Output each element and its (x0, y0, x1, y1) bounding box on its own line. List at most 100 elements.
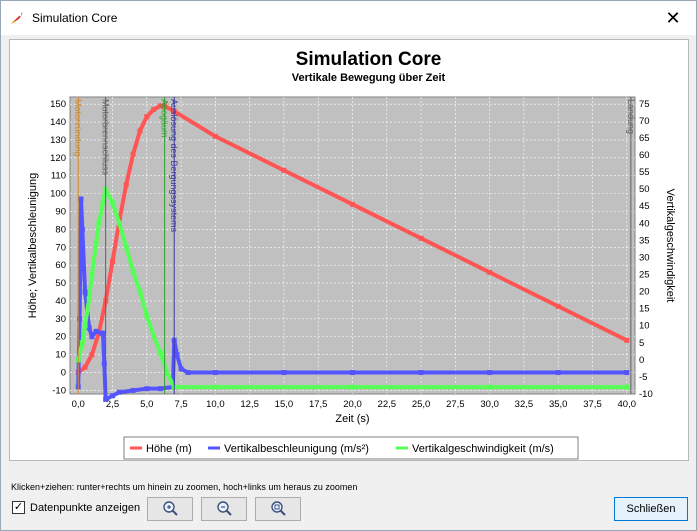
y-left-tick-label: -10 (52, 385, 66, 396)
y-right-tick-label: 65 (639, 133, 650, 144)
data-point (418, 235, 424, 241)
rocket-icon (11, 12, 23, 24)
data-point (158, 386, 164, 392)
y-left-tick-label: 20 (55, 332, 66, 343)
y-right-tick-label: 35 (639, 235, 650, 246)
data-point (350, 370, 355, 376)
data-point (100, 200, 106, 206)
data-point (89, 272, 95, 278)
y-right-tick-label: 20 (639, 287, 650, 298)
data-point (116, 220, 122, 226)
y-left-tick-label: 40 (55, 296, 66, 307)
y-right-tick-label: 0 (639, 355, 644, 366)
data-point (78, 196, 84, 202)
x-tick-label: 40,0 (618, 399, 637, 410)
data-point (158, 103, 164, 109)
data-point (89, 334, 95, 340)
chart-panel[interactable]: Simulation Core Vertikale Bewegung über Z… (9, 39, 689, 461)
data-point (144, 114, 150, 120)
data-point (624, 384, 630, 390)
data-point (123, 244, 129, 250)
data-point (137, 128, 143, 134)
event-marker-label: Auslösung des Bergungssystems (169, 99, 179, 233)
legend-box (123, 436, 579, 460)
data-point (96, 220, 102, 226)
data-point (82, 323, 88, 329)
zoom-reset-button[interactable] (255, 497, 301, 521)
datapoints-checkbox[interactable]: ✓ (12, 501, 25, 514)
y-left-tick-label: 0 (61, 368, 66, 379)
data-point (101, 361, 107, 367)
data-point (86, 325, 92, 331)
x-tick-label: 12,5 (240, 399, 259, 410)
y-right-tick-label: 55 (639, 167, 650, 178)
y-right-tick-label: 70 (639, 116, 650, 127)
zoom-out-button[interactable] (201, 497, 247, 521)
x-tick-label: 37,5 (583, 399, 602, 410)
x-tick-label: 25,0 (412, 399, 431, 410)
data-point (212, 370, 218, 376)
data-point (123, 182, 129, 188)
event-marker-label: Motorbrennschluss (101, 99, 111, 176)
data-point (281, 167, 287, 173)
x-tick-label: 5,0 (140, 399, 153, 410)
y-left-tick-label: 140 (50, 117, 66, 128)
legend-label: Vertikalgeschwindigkeit (m/s) (412, 443, 554, 455)
title-bar[interactable]: Simulation Core ✕ (1, 1, 696, 35)
y-left-tick-label: 90 (55, 207, 66, 218)
data-point (151, 107, 157, 113)
y-left-tick-label: 150 (50, 99, 66, 110)
x-tick-label: 15,0 (275, 399, 294, 410)
x-tick-label: 7,5 (174, 399, 187, 410)
y-right-tick-label: 5 (639, 338, 644, 349)
close-icon: ✕ (665, 7, 681, 28)
chart-subtitle: Vertikale Bewegung über Zeit (292, 72, 446, 84)
data-point (174, 352, 180, 358)
event-marker-label: Apogäum (160, 99, 170, 138)
close-button[interactable]: Schließen (614, 497, 688, 521)
data-point (93, 328, 99, 334)
zoom-reset-icon (271, 501, 286, 516)
datapoints-checkbox-row[interactable]: ✓ Datenpunkte anzeigen (12, 501, 140, 514)
chart-title: Simulation Core (296, 49, 442, 70)
legend-label: Höhe (m) (146, 443, 192, 455)
x-tick-label: 20,0 (343, 399, 362, 410)
y-left-tick-label: 110 (51, 171, 66, 182)
y-right-tick-label: -5 (639, 372, 647, 383)
y-left-tick-label: 70 (55, 242, 66, 253)
x-tick-label: 0,0 (72, 399, 85, 410)
y-left-tick-label: 130 (50, 135, 66, 146)
data-point (281, 370, 287, 376)
chart[interactable]: Simulation Core Vertikale Bewegung über Z… (10, 40, 688, 460)
data-point (178, 366, 184, 372)
data-point (350, 384, 355, 390)
data-point (487, 384, 493, 390)
y-right-tick-label: -10 (639, 389, 653, 400)
data-point (555, 370, 561, 376)
y-right-tick-label: 15 (639, 304, 650, 315)
x-tick-label: 35,0 (549, 399, 568, 410)
window-title: Simulation Core (32, 11, 118, 25)
data-point (110, 393, 116, 399)
data-point (350, 201, 355, 207)
datapoints-checkbox-label[interactable]: Datenpunkte anzeigen (30, 501, 141, 514)
zoom-in-button[interactable] (147, 497, 193, 521)
y-left-tick-label: 30 (55, 314, 66, 325)
y-right-tick-label: 45 (639, 201, 650, 212)
data-point (624, 337, 630, 343)
data-point (151, 333, 157, 339)
series-line-0 (76, 103, 628, 375)
y-left-axis-label: Höhe; Vertikalbeschleunigung (27, 173, 39, 319)
zoom-in-icon (163, 501, 178, 516)
data-point (212, 384, 218, 390)
x-tick-label: 32,5 (515, 399, 534, 410)
zoom-hint: Klicken+ziehen: runter+rechts um hinein … (11, 482, 358, 492)
data-point (555, 303, 561, 309)
data-point (93, 241, 99, 247)
window-close-button[interactable]: ✕ (650, 1, 696, 35)
x-tick-label: 27,5 (446, 399, 465, 410)
data-point (137, 289, 143, 295)
x-tick-label: 30,0 (480, 399, 499, 410)
x-tick-label: 10,0 (206, 399, 225, 410)
